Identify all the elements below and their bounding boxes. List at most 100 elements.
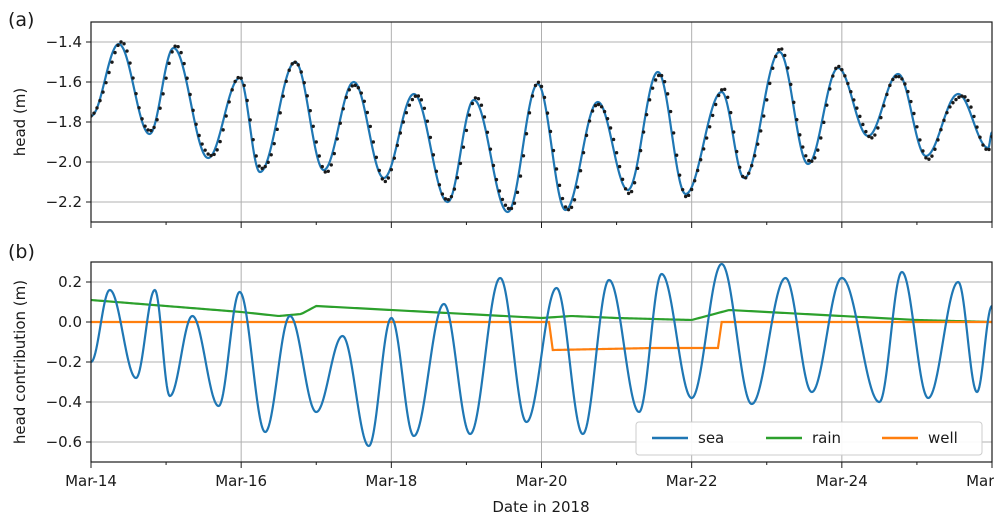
observed-point (359, 91, 363, 95)
observed-point (299, 70, 303, 74)
observed-point (602, 109, 607, 114)
observed-point (939, 128, 943, 132)
observed-point (263, 164, 267, 169)
observed-point (918, 138, 922, 142)
observed-point (701, 147, 706, 151)
observed-point (308, 108, 312, 113)
observed-point (170, 50, 174, 54)
observed-point (221, 128, 225, 132)
observed-point (707, 125, 712, 129)
x-tick-label: Mar-24 (816, 472, 868, 490)
observed-point (981, 143, 985, 147)
observed-point (750, 163, 754, 168)
panel-b-label: (b) (8, 241, 35, 263)
observed-point (858, 114, 862, 119)
observed-point (191, 108, 195, 113)
observed-point (810, 159, 814, 163)
observed-point (653, 78, 658, 82)
observed-point (449, 194, 454, 199)
observed-point (557, 183, 562, 188)
observed-point (506, 206, 511, 211)
observed-point (720, 88, 724, 92)
observed-point (554, 167, 559, 171)
x-tick-label: Mar-14 (65, 472, 117, 490)
observed-point (467, 113, 472, 117)
observed-point (161, 92, 165, 96)
observed-point (110, 60, 114, 64)
observed-point (239, 76, 243, 80)
observed-point (732, 130, 736, 134)
observed-point (879, 115, 883, 120)
observed-point (864, 129, 868, 134)
observed-point (632, 181, 637, 185)
observed-point (735, 149, 739, 154)
observed-point (647, 98, 652, 102)
y-tick-label: −2.0 (46, 153, 82, 171)
axes-frame-a (90, 21, 993, 223)
observed-point (867, 134, 871, 139)
observed-point (314, 140, 318, 144)
observed-point (753, 154, 757, 158)
observed-point (176, 44, 180, 49)
observed-point (608, 126, 613, 130)
observed-point (930, 154, 934, 158)
observed-point (644, 112, 649, 117)
observed-point (933, 147, 937, 151)
observed-point (251, 137, 255, 142)
observed-point (344, 95, 348, 100)
observed-point (774, 54, 778, 59)
observed-point (257, 164, 261, 168)
observed-point (674, 153, 679, 157)
observed-point (683, 194, 688, 199)
observed-point (383, 179, 388, 184)
observed-point (843, 74, 847, 78)
observed-point (140, 117, 144, 121)
observed-point (626, 191, 631, 196)
observed-point (726, 95, 730, 99)
observed-point (765, 98, 769, 102)
observed-point (404, 111, 409, 115)
observed-point (155, 118, 159, 122)
observed-point (233, 79, 237, 84)
x-axis-title: Date in 2018 (492, 498, 589, 516)
observed-point (951, 101, 955, 105)
observed-point (885, 92, 889, 97)
observed-point (320, 164, 324, 169)
observed-point (515, 190, 520, 195)
observed-point (116, 43, 120, 48)
observed-point (912, 111, 916, 116)
observed-point (119, 40, 123, 44)
observed-point (485, 130, 490, 134)
observed-point (798, 133, 802, 137)
observed-point (987, 147, 991, 152)
observed-point (377, 168, 382, 173)
observed-point (723, 87, 727, 92)
x-tick-label: Mar-20 (516, 472, 568, 490)
observed-point (566, 207, 571, 212)
observed-point (629, 189, 634, 194)
panel-a-label: (a) (8, 9, 34, 31)
observed-point (551, 148, 556, 153)
observed-point (665, 92, 670, 96)
observed-point (455, 175, 460, 180)
observed-point (350, 84, 354, 88)
observed-point (227, 100, 231, 104)
observed-point (422, 106, 427, 111)
observed-point (756, 142, 760, 146)
observed-point (431, 153, 436, 157)
x-tick-label: Mar-16 (215, 472, 267, 490)
observed-point (786, 66, 790, 70)
axes-frame-b (90, 261, 993, 463)
observed-point (458, 161, 463, 166)
observed-point (149, 128, 153, 133)
observed-point (200, 142, 204, 146)
observed-point (816, 148, 820, 152)
observed-point (656, 73, 661, 78)
observed-point (822, 120, 826, 125)
x-tick-label: Mar-26 (966, 472, 994, 490)
observed-point (395, 143, 400, 148)
observed-point (969, 105, 973, 109)
legend: sea rain well (635, 421, 983, 456)
panel-a-ylabel: head (m) (11, 88, 29, 157)
observed-point (762, 114, 766, 118)
